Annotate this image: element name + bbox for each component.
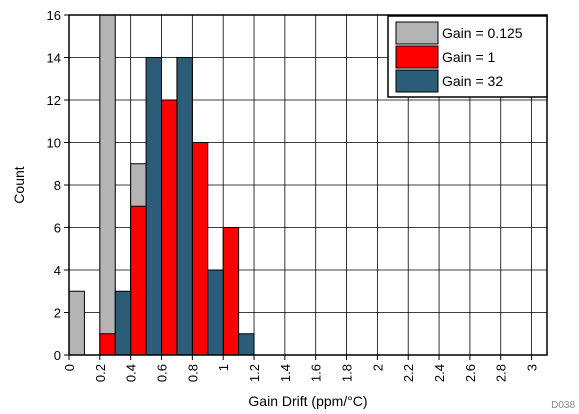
x-axis-title: Gain Drift (ppm/°C) [248, 393, 367, 409]
x-tick-label: 0.2 [93, 364, 108, 382]
bar-series-2-bin-9 [207, 269, 224, 356]
x-tick-label: 0 [62, 364, 77, 371]
bar-series-2-bin-11 [238, 333, 255, 356]
x-tick-label: 2.4 [432, 364, 447, 382]
bar-series-2-bin-7 [176, 57, 193, 356]
legend: Gain = 0.125 Gain = 1 Gain = 32 [387, 15, 548, 98]
x-tick-label: 1.6 [309, 364, 324, 382]
y-tick-label: 10 [47, 136, 61, 151]
y-tick-label: 0 [54, 348, 61, 363]
x-tick-label: 2.2 [401, 364, 416, 382]
y-tick-label: 2 [54, 306, 61, 321]
bar-series-1-bin-2 [99, 333, 116, 356]
x-axis-ticks: 0 0.2 0.4 0.6 0.8 1 1.2 1.4 1.6 1.8 2 2.2 2.4 2.6 2.8 3 [62, 355, 540, 382]
legend-label-gain-0125: Gain = 0.125 [442, 25, 523, 41]
document-code: D038 [551, 400, 575, 411]
bar-series-1-bin-10 [222, 227, 240, 356]
x-tick-label: 1.4 [278, 364, 293, 382]
x-tick-label: 2.8 [494, 364, 509, 382]
bar-series-2-bin-3 [114, 290, 132, 356]
x-tick-label: 0.4 [124, 364, 139, 382]
x-tick-label: 1 [216, 364, 231, 371]
y-tick-label: 16 [47, 8, 61, 23]
x-tick-label: 3 [525, 364, 540, 371]
x-tick-label: 1.8 [340, 364, 355, 382]
y-tick-label: 6 [54, 221, 61, 236]
y-axis-title: Count [11, 166, 27, 203]
bar-series-0-bin-2 [99, 14, 116, 356]
y-tick-label: 4 [54, 263, 61, 278]
x-tick-label: 2 [370, 364, 385, 371]
y-tick-label: 14 [47, 51, 61, 66]
y-tick-label: 12 [47, 93, 61, 108]
bars [68, 14, 255, 356]
legend-swatch-gain-32 [395, 69, 439, 93]
legend-swatch-gain-1 [395, 45, 439, 69]
x-tick-label: 1.2 [247, 364, 262, 382]
bar-series-1-bin-4 [130, 205, 147, 356]
x-tick-label: 0.8 [185, 364, 200, 382]
legend-swatch-gain-0125 [395, 21, 439, 45]
y-axis-ticks: 0 2 4 6 8 10 12 14 16 [47, 8, 69, 363]
bar-series-1-bin-8 [191, 142, 209, 356]
bar-series-1-bin-6 [161, 99, 178, 356]
x-tick-label: 0.6 [155, 364, 170, 382]
y-tick-label: 8 [54, 178, 61, 193]
legend-label-gain-32: Gain = 32 [442, 73, 503, 89]
bar-series-0-bin-0 [68, 290, 85, 356]
x-tick-label: 2.6 [463, 364, 478, 382]
legend-label-gain-1: Gain = 1 [442, 49, 496, 65]
bar-series-2-bin-5 [145, 57, 163, 356]
